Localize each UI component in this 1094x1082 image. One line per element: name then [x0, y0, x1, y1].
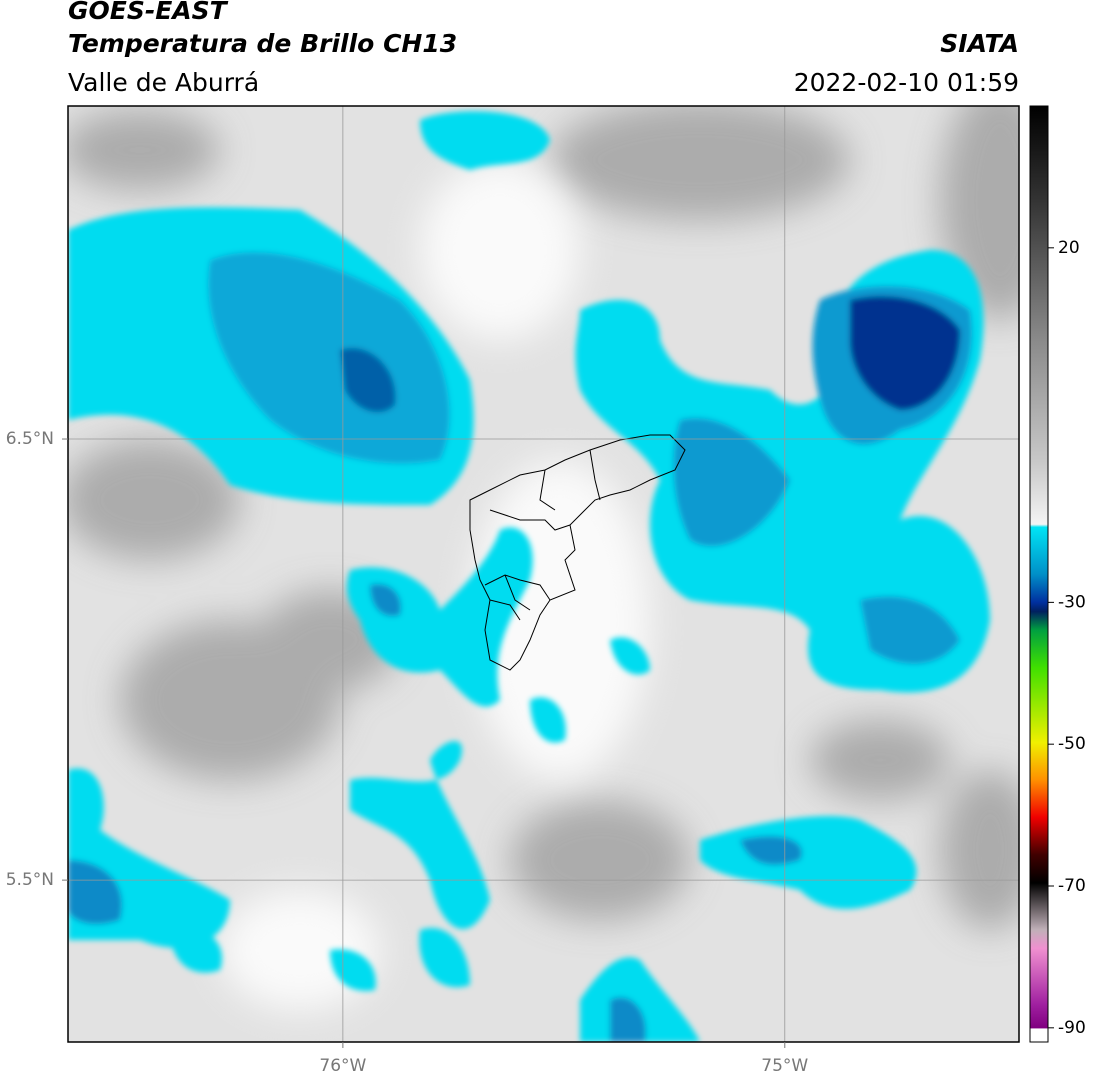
map-image	[68, 106, 1019, 1042]
region: Valle de Aburrá	[68, 68, 259, 97]
title: GOES-EAST	[68, 0, 229, 25]
datetime: 2022-02-10 01:59	[794, 68, 1019, 97]
source: SIATA	[940, 29, 1019, 58]
colorbar-tick-label: -70	[1058, 876, 1086, 896]
x-tick-label: 76°W	[319, 1056, 366, 1076]
y-tick-label: 6.5°N	[6, 429, 54, 449]
graticule	[68, 106, 1019, 1042]
colorbar-tick-label: 20	[1058, 238, 1080, 258]
municipal-boundaries	[469, 434, 686, 671]
colorbar-tick-label: -30	[1058, 592, 1086, 612]
colorbar	[1029, 105, 1049, 1043]
subtitle: Temperatura de Brillo CH13	[68, 29, 457, 58]
x-tick-label: 75°W	[761, 1056, 808, 1076]
colorbar-tick-label: -90	[1058, 1018, 1086, 1038]
y-tick-label: 5.5°N	[6, 870, 54, 890]
map-frame	[67, 105, 1020, 1043]
colorbar-tick-label: -50	[1058, 734, 1086, 754]
cold-cloud-areas	[68, 111, 990, 1042]
